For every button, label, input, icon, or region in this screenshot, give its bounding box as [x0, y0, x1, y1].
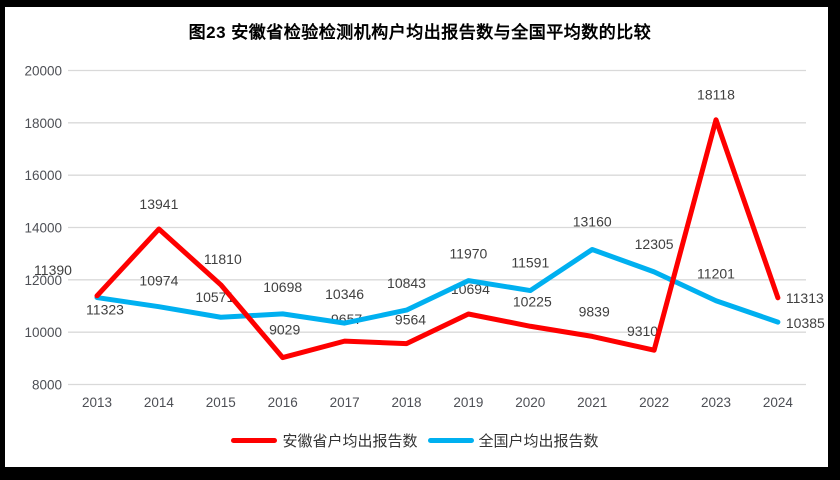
- data-label: 9310: [627, 323, 658, 339]
- legend-line-national: [427, 438, 474, 443]
- data-label: 12305: [635, 236, 674, 252]
- x-axis-tick-label: 2013: [82, 395, 112, 410]
- y-axis-tick-label: 14000: [24, 221, 62, 236]
- data-label: 10346: [325, 286, 364, 302]
- data-label: 11970: [449, 246, 487, 262]
- data-label: 9564: [395, 312, 426, 328]
- series-line: [94, 117, 781, 361]
- data-label: 9839: [579, 303, 610, 319]
- y-axis-tick-label: 16000: [24, 168, 62, 183]
- legend-label-anhui: 安徽省户均出报告数: [282, 433, 418, 450]
- x-axis-tick-label: 2015: [206, 395, 236, 410]
- series-line: [94, 246, 781, 326]
- data-label: 11313: [786, 290, 824, 306]
- y-axis-tick-label: 20000: [24, 64, 62, 79]
- x-axis-tick-label: 2023: [701, 395, 731, 410]
- y-axis-tick-label: 8000: [32, 378, 62, 393]
- data-label: 11323: [86, 302, 124, 318]
- x-axis-tick-label: 2017: [330, 395, 360, 410]
- y-axis-tick-label: 18000: [24, 116, 62, 131]
- x-axis-tick-label: 2014: [144, 395, 175, 410]
- data-label: 10974: [139, 273, 178, 289]
- data-label: 11201: [697, 266, 735, 282]
- data-label: 13941: [139, 196, 178, 212]
- data-label: 13160: [573, 213, 612, 229]
- data-label: 10698: [263, 279, 302, 295]
- data-label: 10843: [387, 275, 426, 291]
- x-axis-tick-label: 2021: [577, 395, 607, 410]
- legend: 安徽省户均出报告数 全国户均出报告数: [0, 430, 840, 451]
- data-label: 10385: [786, 315, 825, 331]
- data-label: 11810: [204, 251, 242, 267]
- y-axis-tick-label: 10000: [24, 325, 62, 340]
- x-axis-tick-label: 2024: [763, 395, 794, 410]
- data-label: 11390: [34, 262, 72, 278]
- x-axis-tick-label: 2020: [515, 395, 545, 410]
- x-axis-tick-label: 2016: [268, 395, 298, 410]
- legend-line-anhui: [231, 438, 278, 443]
- data-label: 10225: [513, 293, 552, 309]
- y-axis-tick-label: 12000: [24, 273, 62, 288]
- x-axis-tick-label: 2022: [639, 395, 669, 410]
- data-label: 11591: [511, 255, 549, 271]
- x-axis-tick-label: 2018: [391, 395, 421, 410]
- chart-title: 图23 安徽省检验检测机构户均出报告数与全国平均数的比较: [188, 23, 652, 42]
- legend-label-national: 全国户均出报告数: [478, 433, 599, 450]
- data-label: 18118: [697, 87, 735, 103]
- data-label: 9029: [269, 322, 300, 338]
- x-axis-tick-label: 2019: [453, 395, 483, 410]
